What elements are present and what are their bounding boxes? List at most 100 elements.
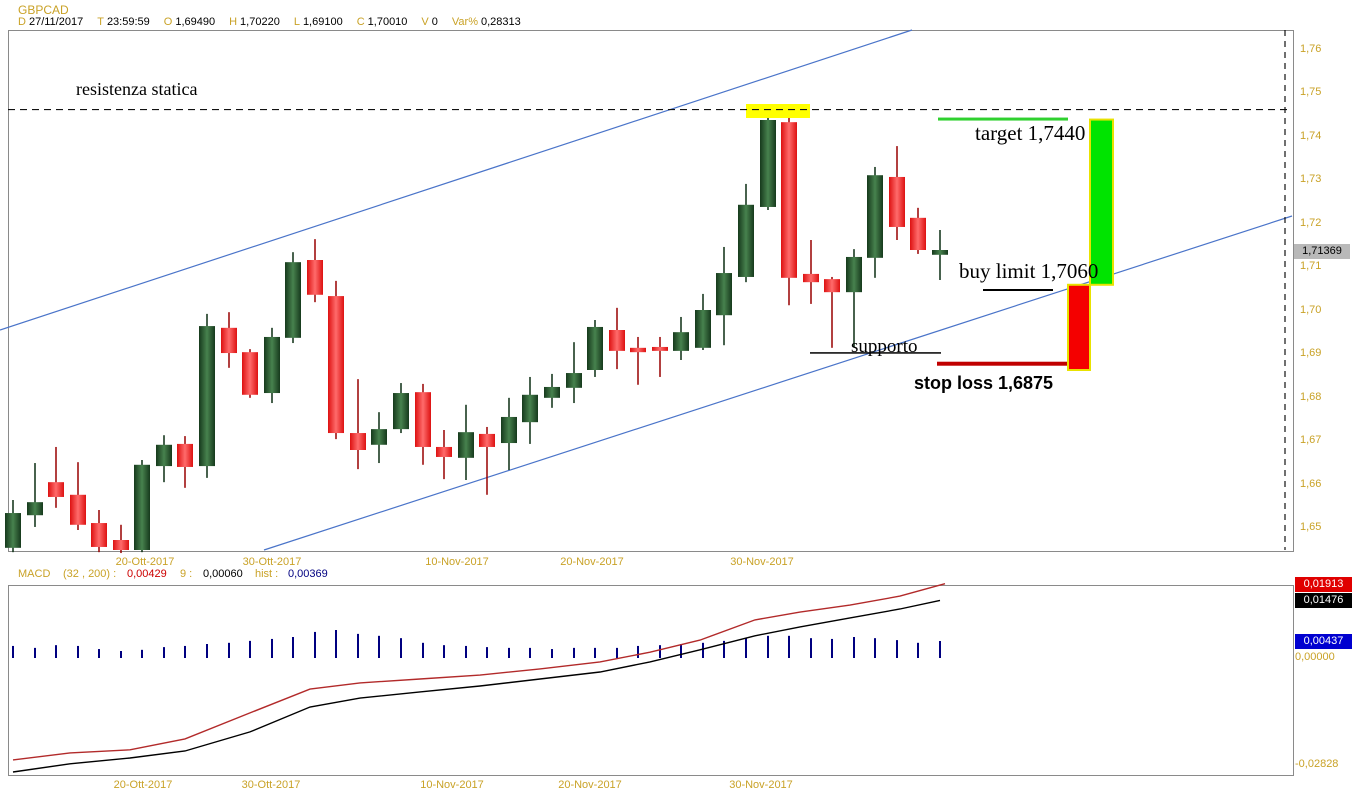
ohlc-info-bar: D 27/11/2017 T 23:59:59 O 1,69490 H 1,70220 L 1,6… (18, 16, 535, 28)
info-value: 0 (431, 16, 438, 28)
main-date-label: 10-Nov-2017 (425, 556, 489, 568)
candle-body (415, 392, 431, 447)
candle-body (156, 444, 172, 467)
candle-body (630, 347, 646, 353)
price-axis-label: 1,65 (1300, 521, 1322, 534)
price-axis-label: 1,71 (1300, 260, 1322, 273)
info-value: 1,70220 (240, 16, 280, 28)
candle-body (91, 523, 107, 547)
macd-params-label: (32 , 200) : (63, 568, 117, 580)
info-value: 0,28313 (480, 16, 521, 28)
target-annotation: target 1,7440 (975, 121, 1086, 145)
candle-body (652, 346, 668, 351)
profit-zone-box (1089, 118, 1114, 286)
candle-body (48, 482, 64, 497)
hist-last-value-badge: 0,00437 (1295, 634, 1352, 649)
price-axis-label: 1,73 (1300, 173, 1322, 186)
channel-upper-line (0, 29, 913, 331)
buy-limit-underline (983, 289, 1053, 291)
macd-indicator-panel[interactable] (8, 585, 1294, 776)
macd-last-value-badge: 0,01913 (1295, 577, 1352, 592)
candle-body (738, 204, 754, 277)
candle-body (436, 446, 452, 457)
candle-body (889, 176, 905, 227)
macd-signal-key: 9 : (180, 568, 193, 580)
candle-body (781, 122, 797, 278)
candle-body (846, 256, 862, 293)
stop-loss-level-line (937, 361, 1091, 366)
price-axis-label: 1,66 (1300, 477, 1322, 490)
main-date-label: 30-Ott-2017 (242, 556, 302, 568)
price-axis-label: 1,69 (1300, 347, 1322, 360)
candle-body (134, 464, 150, 551)
candle-body (479, 433, 495, 447)
candle-body (587, 326, 603, 371)
info-key: D (18, 16, 26, 28)
macd-min-label: -0,02828 (1295, 758, 1339, 770)
double-top-highlight (746, 104, 810, 118)
main-date-label: 20-Ott-2017 (115, 556, 175, 568)
candle-body (350, 433, 366, 451)
candle-body (113, 540, 129, 551)
candle-body (695, 310, 711, 348)
price-axis-label: 1,76 (1300, 43, 1322, 55)
candle-body (458, 432, 474, 458)
price-axis-label: 1,70 (1300, 303, 1322, 316)
macd-signal-value: 0,00060 (203, 568, 243, 580)
candle-body (501, 416, 517, 444)
candle-body (867, 175, 883, 258)
candle-body (328, 296, 344, 434)
candle-body (307, 260, 323, 295)
candle-body (221, 327, 237, 354)
candle-body (177, 443, 193, 467)
candle-body (544, 386, 560, 398)
candle-body (264, 336, 280, 394)
candle-body (393, 393, 409, 430)
channel-lower-line (263, 215, 1293, 551)
support-annotation: supporto (851, 336, 918, 357)
price-axis-label: 1,74 (1300, 129, 1322, 142)
price-axis-label: 1,75 (1300, 86, 1322, 99)
info-key: O (163, 16, 173, 28)
macd-date-label: 10-Nov-2017 (420, 779, 484, 791)
info-key: H (229, 16, 238, 28)
macd-value: 0,00429 (127, 568, 167, 580)
macd-hist-key: hist : (255, 568, 279, 580)
info-value: 1,69490 (175, 16, 216, 28)
macd-zero-label: 0,00000 (1295, 651, 1335, 663)
main-date-label: 30-Nov-2017 (730, 556, 794, 568)
macd-date-label: 20-Ott-2017 (113, 779, 173, 791)
candle-body (70, 494, 86, 525)
stop-loss-annotation: stop loss 1,6875 (914, 373, 1054, 393)
candle-body (242, 352, 258, 395)
candle-body (566, 373, 582, 388)
macd-hist-value: 0,00369 (288, 568, 328, 580)
candle-body (910, 217, 926, 251)
info-key: V (421, 16, 429, 28)
info-key: Var% (451, 16, 478, 28)
candle-body (609, 330, 625, 351)
candle-body (824, 279, 840, 293)
candlestick-layer (0, 29, 1293, 554)
price-axis-label: 1,72 (1300, 216, 1322, 229)
info-key: L (293, 16, 300, 28)
candle-body (716, 273, 732, 316)
candle-body (932, 250, 948, 255)
candle-body (199, 326, 215, 467)
signal-last-value-badge: 0,01476 (1295, 593, 1352, 608)
macd-signal-line (12, 599, 941, 773)
info-key: C (356, 16, 365, 28)
candle-body (27, 502, 43, 516)
macd-date-label: 30-Nov-2017 (729, 779, 793, 791)
support-level-line (810, 352, 941, 354)
macd-main-line (12, 583, 946, 761)
candle-body (760, 120, 776, 207)
symbol-title: GBPCAD (18, 3, 69, 17)
macd-name-label: MACD (18, 568, 51, 580)
candle-body (371, 429, 387, 445)
info-value: 1,69100 (302, 16, 343, 28)
resistance-annotation: resistenza statica (76, 79, 198, 99)
candle-body (522, 394, 538, 423)
candle-body (673, 332, 689, 351)
candle-body (803, 273, 819, 283)
